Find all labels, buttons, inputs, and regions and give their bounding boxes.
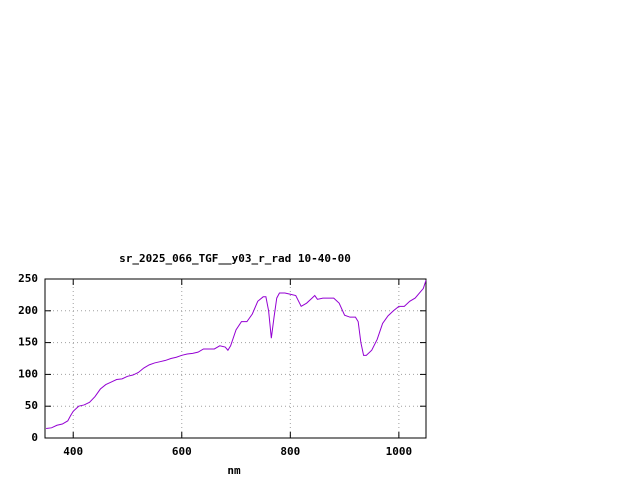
data-line xyxy=(46,280,427,429)
y-tick-label: 50 xyxy=(25,399,38,412)
y-tick-label: 200 xyxy=(18,304,38,317)
x-axis-label: nm xyxy=(227,464,241,477)
y-tick-label: 0 xyxy=(31,431,38,444)
chart-title: sr_2025_066_TGF__y03_r_rad 10-40-00 xyxy=(119,252,351,265)
x-tick-label: 800 xyxy=(280,445,300,458)
x-tick-label: 1000 xyxy=(386,445,413,458)
y-tick-label: 250 xyxy=(18,272,38,285)
y-tick-label: 100 xyxy=(18,367,38,380)
x-tick-label: 400 xyxy=(63,445,83,458)
x-tick-label: 600 xyxy=(172,445,192,458)
y-tick-label: 150 xyxy=(18,336,38,349)
plot-frame xyxy=(44,278,427,439)
